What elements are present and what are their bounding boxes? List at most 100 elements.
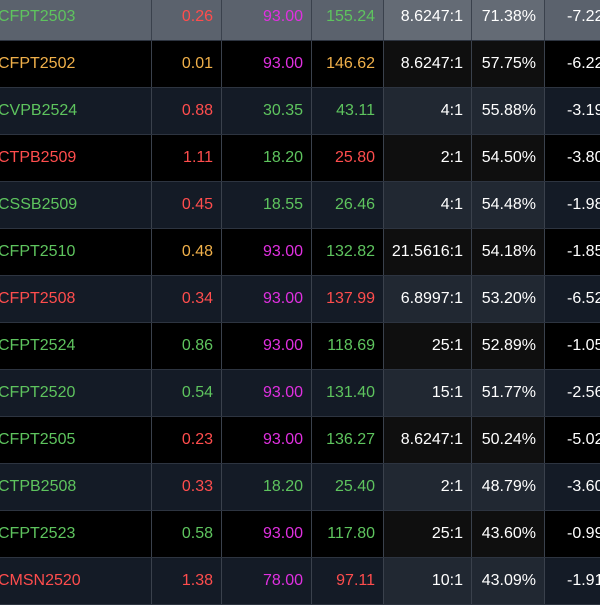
conversion-ratio-text: 8.6247:1 [400,431,463,448]
table-row[interactable]: CTPB2509 1.11 18.20 25.80 2:1 54.50% -3.80 [0,135,600,182]
conversion-ratio-text: 10:1 [431,572,463,589]
price-text: 155.24 [326,8,375,25]
change-cell: 0.86 [152,323,222,369]
price-text: 136.27 [326,431,375,448]
exercise-price-text: 93.00 [262,55,303,72]
percent-cell: 48.79% [472,464,545,510]
table-row[interactable]: CVPB2524 0.88 30.35 43.11 4:1 55.88% -3.19 [0,88,600,135]
table-row[interactable]: CFPT2523 0.58 93.00 117.80 25:1 43.60% -0.99 [0,511,600,558]
last-value-text: -0.99 [567,525,600,542]
table-row[interactable]: CTPB2508 0.33 18.20 25.40 2:1 48.79% -3.60 [0,464,600,511]
symbol-text: CFPT2523 [0,525,76,542]
symbol-cell: CMSN2520 [0,558,152,604]
last-value-cell: -3.80 [545,135,600,181]
conversion-ratio-cell: 15:1 [384,370,472,416]
exercise-price-cell: 93.00 [222,511,312,557]
percent-text: 43.60% [481,525,536,542]
symbol-text: CTPB2509 [0,149,77,166]
last-value-cell: -6.22 [545,41,600,87]
symbol-text: CMSN2520 [0,572,81,589]
symbol-cell: CFPT2520 [0,370,152,416]
conversion-ratio-cell: 8.6247:1 [384,417,472,463]
exercise-price-cell: 78.00 [222,558,312,604]
exercise-price-cell: 93.00 [222,417,312,463]
change-text: 0.26 [181,8,213,25]
symbol-cell: CFPT2502 [0,41,152,87]
last-value-text: -5.02 [567,431,600,448]
table-row[interactable]: CMSN2520 1.38 78.00 97.11 10:1 43.09% -1.91 [0,558,600,605]
symbol-text: CSSB2509 [0,196,78,213]
table-row[interactable]: CFPT2524 0.86 93.00 118.69 25:1 52.89% -1.05 [0,323,600,370]
conversion-ratio-cell: 25:1 [384,511,472,557]
table-row[interactable]: CFPT2503 0.26 93.00 155.24 8.6247:1 71.38% -7.… [0,0,600,41]
change-text: 0.01 [181,55,213,72]
conversion-ratio-cell: 6.8997:1 [384,276,472,322]
price-text: 131.40 [326,384,375,401]
last-value-cell: -1.05 [545,323,600,369]
symbol-cell: CFPT2510 [0,229,152,275]
last-value-cell: -3.19 [545,88,600,134]
symbol-text: CFPT2505 [0,431,76,448]
exercise-price-text: 30.35 [262,102,303,119]
price-cell: 25.40 [312,464,384,510]
symbol-cell: CFPT2505 [0,417,152,463]
price-cell: 117.80 [312,511,384,557]
change-cell: 0.58 [152,511,222,557]
change-cell: 1.38 [152,558,222,604]
percent-text: 54.18% [481,243,536,260]
change-text: 0.33 [181,478,213,495]
price-cell: 137.99 [312,276,384,322]
percent-text: 53.20% [481,290,536,307]
price-text: 26.46 [334,196,375,213]
last-value-cell: -2.56 [545,370,600,416]
symbol-cell: CSSB2509 [0,182,152,228]
symbol-text: CTPB2508 [0,478,77,495]
percent-text: 43.09% [481,572,536,589]
table-row[interactable]: CFPT2510 0.48 93.00 132.82 21.5616:1 54.18% -1… [0,229,600,276]
percent-text: 54.48% [481,196,536,213]
exercise-price-cell: 93.00 [222,0,312,40]
table-row[interactable]: CFPT2520 0.54 93.00 131.40 15:1 51.77% -2.56 [0,370,600,417]
change-text: 0.58 [181,525,213,542]
symbol-text: CFPT2510 [0,243,76,260]
exercise-price-text: 18.20 [262,149,303,166]
exercise-price-cell: 93.00 [222,41,312,87]
conversion-ratio-cell: 8.6247:1 [384,0,472,40]
change-text: 1.38 [181,572,213,589]
exercise-price-text: 93.00 [262,431,303,448]
exercise-price-text: 93.00 [262,243,303,260]
table-row[interactable]: CFPT2502 0.01 93.00 146.62 8.6247:1 57.75% -6.… [0,41,600,88]
table-row[interactable]: CFPT2508 0.34 93.00 137.99 6.8997:1 53.20% -6.… [0,276,600,323]
table-row[interactable]: CSSB2509 0.45 18.55 26.46 4:1 54.48% -1.98 [0,182,600,229]
exercise-price-text: 78.00 [262,572,303,589]
conversion-ratio-text: 25:1 [431,337,463,354]
change-text: 0.23 [181,431,213,448]
change-cell: 0.33 [152,464,222,510]
exercise-price-text: 93.00 [262,290,303,307]
price-text: 25.80 [334,149,375,166]
price-cell: 132.82 [312,229,384,275]
exercise-price-cell: 93.00 [222,370,312,416]
change-cell: 1.11 [152,135,222,181]
symbol-cell: CTPB2508 [0,464,152,510]
change-cell: 0.26 [152,0,222,40]
exercise-price-cell: 18.55 [222,182,312,228]
percent-cell: 55.88% [472,88,545,134]
symbol-cell: CFPT2524 [0,323,152,369]
symbol-text: CFPT2503 [0,8,76,25]
table-row[interactable]: CFPT2505 0.23 93.00 136.27 8.6247:1 50.24% -5.… [0,417,600,464]
last-value-cell: -1.85 [545,229,600,275]
change-cell: 0.54 [152,370,222,416]
last-value-text: -3.60 [567,478,600,495]
change-cell: 0.88 [152,88,222,134]
exercise-price-cell: 30.35 [222,88,312,134]
conversion-ratio-cell: 4:1 [384,182,472,228]
change-cell: 0.45 [152,182,222,228]
conversion-ratio-text: 15:1 [431,384,463,401]
exercise-price-cell: 93.00 [222,276,312,322]
percent-cell: 71.38% [472,0,545,40]
exercise-price-text: 18.55 [262,196,303,213]
price-text: 132.82 [326,243,375,260]
exercise-price-text: 93.00 [262,525,303,542]
